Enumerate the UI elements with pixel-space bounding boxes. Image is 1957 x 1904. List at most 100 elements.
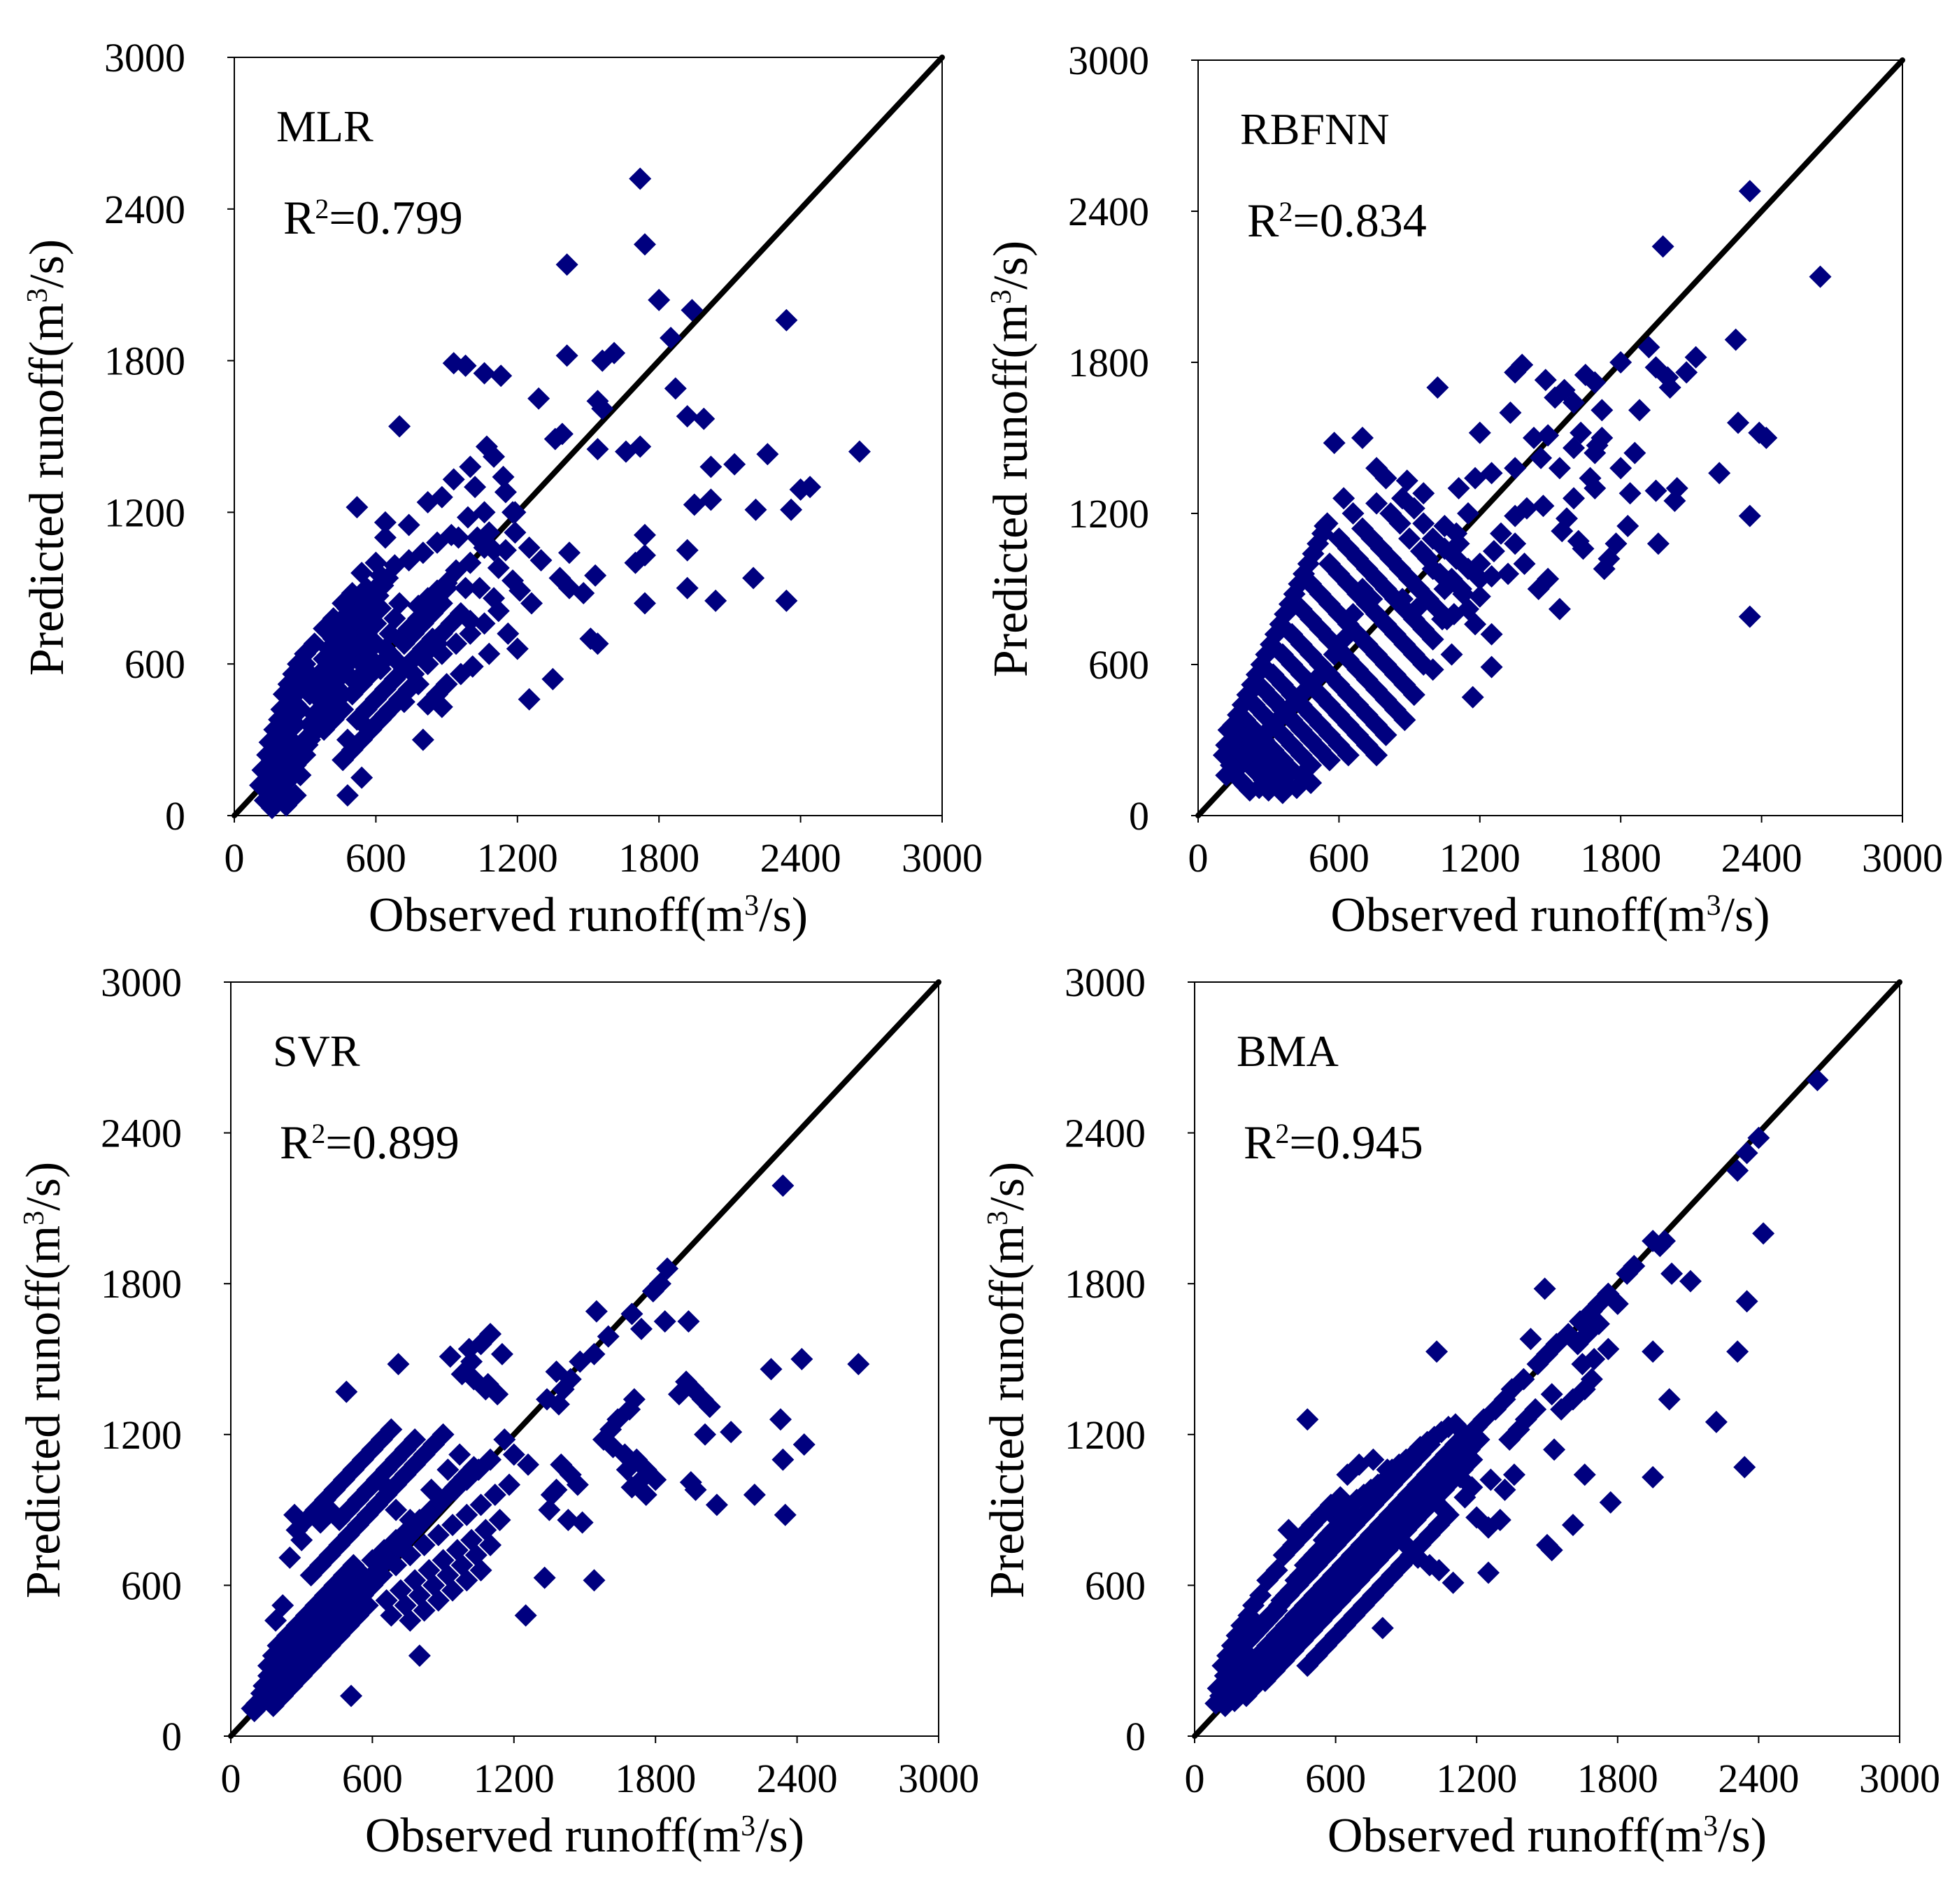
data-point [1544,386,1567,409]
data-point [1618,482,1642,505]
x-tick-label: 0 [1188,835,1209,881]
data-point [454,354,477,377]
x-tick-label: 2400 [760,835,841,881]
data-point [1684,346,1707,369]
data-point [1606,1292,1629,1315]
data-point [1593,557,1616,581]
data-point [441,1579,464,1602]
x-axis-title: Observed runoff(m3/s) [1328,1809,1767,1863]
data-point [336,728,359,751]
data-point [1646,532,1670,555]
data-point [774,1503,797,1526]
data-point [397,513,420,537]
data-point [1425,1453,1449,1476]
data-point [579,627,602,651]
x-tick-label: 0 [221,1756,241,1801]
data-point [629,1317,653,1340]
data-point [527,387,550,410]
data-point [483,587,506,610]
data-point [743,1484,766,1507]
data-point [1296,1654,1319,1677]
data-point [586,438,609,461]
data-point [1452,583,1475,606]
data-point [317,662,340,685]
data-point [1511,353,1534,376]
y-tick-label: 1200 [1068,491,1149,537]
data-point [416,693,439,716]
data-point [504,521,527,544]
x-tick-label: 2400 [757,1756,838,1801]
data-point [251,758,274,781]
data-point [445,632,468,655]
data-point [1300,772,1323,795]
data-point [1412,482,1435,505]
data-point [1365,457,1388,480]
data-point [1365,492,1388,515]
data-point [290,1528,313,1551]
x-tick-label: 1800 [618,835,699,881]
r-squared-label: R2=0.834 [1247,194,1427,247]
data-point [667,1383,690,1406]
data-point [1747,1126,1770,1149]
data-point [455,1503,478,1526]
y-tick-label: 3000 [101,960,182,1005]
data-point [548,567,571,590]
data-point [1493,1478,1516,1501]
data-point [378,642,401,665]
data-point [473,612,496,635]
data-point [591,397,614,420]
data-point [1316,512,1339,535]
data-point [466,526,489,549]
data-point [364,551,387,574]
data-point [478,642,501,665]
panel-bma: 0 600 1200 1800 2400 3000 0 600 1200 1800 2400 3000… [981,960,1940,1863]
data-point [1548,457,1571,480]
data-point [792,1433,816,1456]
data-point [775,308,798,332]
data-point [1447,477,1470,499]
data-point [1447,532,1470,555]
data-point [1323,643,1346,666]
data-point [416,640,439,663]
data-point [629,167,652,190]
data-point [1513,553,1536,575]
data-point [1727,411,1750,434]
data-point [1543,1438,1566,1461]
data-point [1276,698,1299,721]
data-point [1724,328,1747,351]
data-point [1532,495,1555,518]
data-point [1735,1290,1758,1313]
data-point [448,1443,471,1466]
x-tick-label: 600 [1309,835,1369,881]
x-tick-label: 600 [342,1756,403,1801]
data-point [494,539,517,562]
data-point [488,1508,511,1531]
data-point [1609,457,1632,480]
data-point [474,1378,497,1401]
data-point [1644,479,1667,502]
data-point [1388,512,1411,535]
data-point [373,703,397,726]
x-tick-label: 1800 [1577,1756,1658,1801]
data-point [370,1471,393,1494]
data-point [1551,520,1574,543]
x-tick-label: 600 [346,835,406,881]
data-point [483,445,506,468]
data-point [1342,502,1365,525]
data-point [449,662,472,685]
data-point [430,485,453,509]
data-point [1616,515,1639,537]
data-point [1204,1692,1227,1715]
y-tick-label: 3000 [1068,38,1149,83]
data-point [1490,522,1513,545]
data-point [1365,744,1388,767]
data-point [490,1342,513,1365]
data-point [435,576,458,599]
data-point [498,1473,521,1496]
data-point [547,1393,570,1416]
y-tick-label: 2400 [1065,1111,1146,1156]
data-point [1398,527,1421,550]
data-point [1480,623,1503,646]
data-point [387,1353,410,1376]
data-point [1530,446,1553,469]
